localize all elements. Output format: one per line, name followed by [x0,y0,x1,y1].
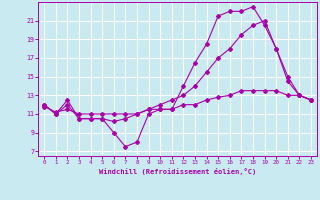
X-axis label: Windchill (Refroidissement éolien,°C): Windchill (Refroidissement éolien,°C) [99,168,256,175]
